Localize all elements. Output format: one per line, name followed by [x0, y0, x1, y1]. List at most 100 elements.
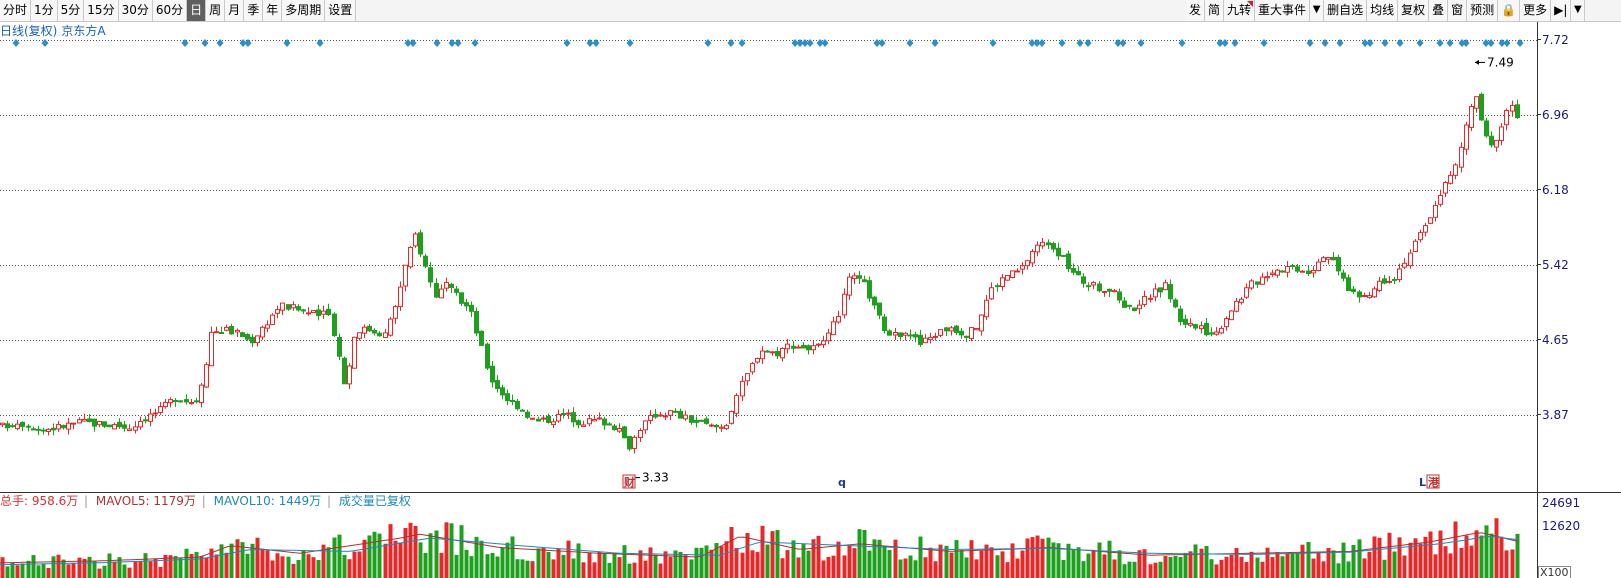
event-marker[interactable]: q: [838, 476, 846, 489]
volume-rights-label[interactable]: 成交量已复权: [338, 494, 411, 508]
tool-button-2[interactable]: 九转: [1224, 0, 1256, 21]
volume-bar: [117, 557, 122, 578]
candle-body: [133, 426, 138, 431]
volume-bar: [199, 556, 204, 578]
tool-button-7[interactable]: 复权: [1398, 0, 1430, 21]
candle-body: [1372, 288, 1377, 298]
candle-body: [138, 420, 143, 428]
candle-body: [1387, 280, 1392, 283]
candle-body: [444, 282, 449, 289]
volume-bar: [1112, 559, 1117, 578]
price-axis: 7.72 6.96 6.18 5.42 4.65 3.87: [1537, 22, 1621, 492]
period-tab-5[interactable]: 60分: [152, 0, 188, 21]
volume-bar: [1474, 530, 1479, 578]
volume-bar: [847, 545, 852, 578]
candle-body: [668, 410, 673, 416]
volume-bar: [1244, 561, 1249, 578]
signal-diamond-icon: [563, 39, 571, 47]
period-tab-10[interactable]: 年: [263, 0, 283, 21]
volume-bar: [740, 552, 745, 578]
volume-bar: [1387, 532, 1392, 578]
tool-button-dropdown-arrow-14[interactable]: ▼: [1571, 0, 1586, 21]
candle-body: [1117, 291, 1122, 301]
candle-body: [485, 343, 490, 369]
volume-bar: [1102, 554, 1107, 578]
candle-body: [306, 312, 311, 315]
period-tab-1[interactable]: 1分: [31, 0, 58, 21]
tool-button-5[interactable]: 删自选: [1324, 0, 1368, 21]
candle-body: [1280, 270, 1285, 273]
candle-body: [229, 326, 234, 335]
volume-bar: [944, 545, 949, 578]
volume-bar: [530, 561, 535, 578]
period-tab-7[interactable]: 周: [206, 0, 226, 21]
tool-button-9[interactable]: 窗: [1448, 0, 1468, 21]
candle-body: [1178, 308, 1183, 323]
candle-body: [158, 406, 163, 414]
candle-body: [107, 424, 112, 428]
tool-button-10[interactable]: 预测: [1467, 0, 1499, 21]
volume-bar: [1173, 556, 1178, 578]
volume-bar: [1443, 546, 1448, 578]
kline-type-label[interactable]: 日线(复权): [0, 24, 58, 38]
volume-bar: [1448, 553, 1453, 578]
period-tab-11[interactable]: 多周期: [282, 0, 326, 21]
period-tab-0[interactable]: 分时: [0, 0, 32, 21]
volume-bar: [367, 535, 372, 578]
candle-body: [852, 275, 857, 280]
volume-bar: [1397, 537, 1402, 578]
candle-body: [770, 351, 775, 354]
period-tab-9[interactable]: 季: [244, 0, 264, 21]
tool-button-12[interactable]: 更多: [1520, 0, 1552, 21]
period-tab-6[interactable]: 日: [187, 0, 207, 21]
volume-bar: [20, 563, 25, 578]
volume-bar: [184, 548, 189, 578]
signal-diamond-icon: [796, 39, 804, 47]
period-tab-8[interactable]: 月: [225, 0, 245, 21]
candle-body: [1499, 126, 1504, 141]
candle-body: [974, 327, 979, 331]
candle-body: [97, 420, 102, 426]
candle-body: [1438, 194, 1443, 205]
event-marker[interactable]: 港: [1428, 475, 1440, 489]
volume-bar: [520, 559, 525, 578]
tool-button-0[interactable]: 发: [1186, 0, 1206, 21]
candle-body: [1035, 244, 1040, 253]
signal-diamond-icon: [1381, 39, 1389, 47]
candle-body: [1377, 280, 1382, 291]
volume-bar: [1499, 536, 1504, 578]
volume-bar: [505, 542, 510, 578]
candle-body: [1474, 96, 1479, 109]
candle-body: [520, 409, 525, 412]
tool-button-1[interactable]: 简: [1205, 0, 1225, 21]
volume-bar: [979, 550, 984, 578]
signal-diamond-icon: [931, 39, 939, 47]
candle-body: [1504, 109, 1509, 126]
tool-button-8[interactable]: 叠: [1429, 0, 1449, 21]
candle-body: [291, 304, 296, 309]
signal-diamond-icon: [41, 39, 49, 47]
candle-body: [1336, 256, 1341, 272]
period-tab-12[interactable]: 设置: [325, 0, 357, 21]
stock-name-label[interactable]: 京东方A: [61, 24, 106, 38]
period-tab-4[interactable]: 30分: [118, 0, 153, 21]
tool-button-6[interactable]: 均线: [1367, 0, 1399, 21]
tool-button-dropdown-arrow-4[interactable]: ▼: [1310, 0, 1325, 21]
candle-body: [255, 335, 260, 344]
event-marker[interactable]: L: [1419, 476, 1426, 489]
tool-button-13[interactable]: ▶|: [1551, 0, 1572, 21]
tool-button-3[interactable]: 重大事件: [1255, 0, 1311, 21]
signal-diamond-icon: [404, 39, 412, 47]
signal-diamond-icon: [433, 39, 441, 47]
event-marker[interactable]: 财: [623, 475, 635, 489]
candle-body: [1413, 240, 1418, 253]
candle-body: [1122, 300, 1127, 308]
volume-bar: [296, 559, 301, 578]
volume-bar: [694, 547, 699, 578]
candlestick-chart[interactable]: 7.49 3.33 财 q L 港: [0, 22, 1537, 578]
volume-bar: [1199, 548, 1204, 578]
tool-button-11[interactable]: 🔒: [1498, 0, 1521, 21]
volume-bar: [1382, 559, 1387, 578]
period-tab-3[interactable]: 15分: [84, 0, 119, 21]
period-tab-2[interactable]: 5分: [57, 0, 85, 21]
